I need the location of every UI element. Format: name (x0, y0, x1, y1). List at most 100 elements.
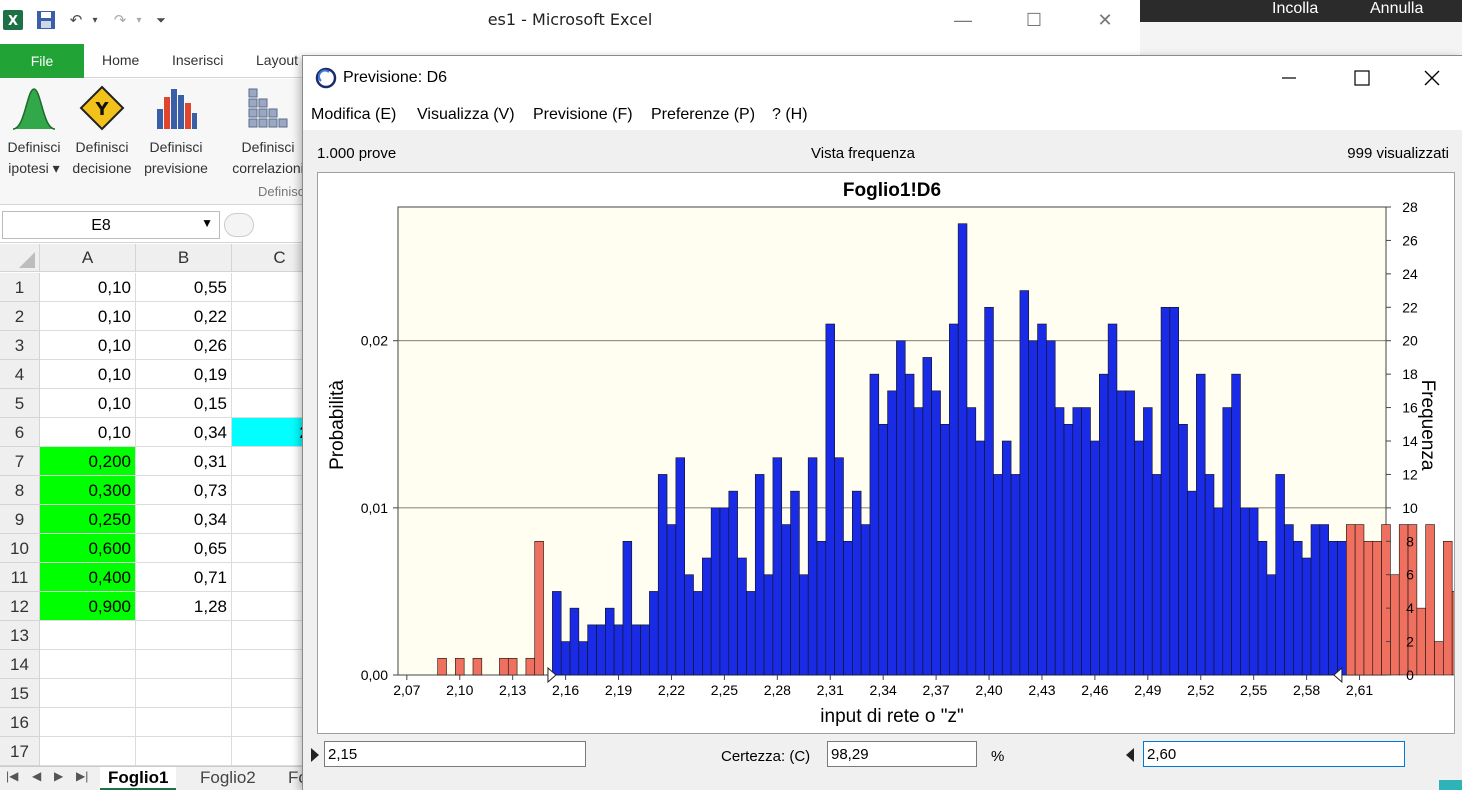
cell-a[interactable]: 0,10 (40, 360, 136, 389)
cell-b[interactable]: 0,73 (136, 476, 232, 505)
last-sheet-icon[interactable]: ▶| (76, 769, 89, 783)
cell-a[interactable]: 0,900 (40, 592, 136, 621)
row-header[interactable]: 16 (0, 708, 40, 737)
cell-b[interactable] (136, 737, 232, 766)
row-header[interactable]: 14 (0, 650, 40, 679)
chevron-down-icon[interactable]: ▼ (201, 216, 213, 230)
cell-b[interactable]: 0,71 (136, 563, 232, 592)
row-header[interactable]: 11 (0, 563, 40, 592)
select-all-corner[interactable] (0, 244, 40, 272)
excel-close-icon[interactable]: ✕ (1097, 10, 1113, 30)
save-icon[interactable] (34, 9, 58, 31)
row-header[interactable]: 12 (0, 592, 40, 621)
row-header[interactable]: 8 (0, 476, 40, 505)
undo-dropdown-icon[interactable]: ▾ (92, 14, 98, 26)
excel-minimize-icon[interactable]: — (954, 10, 972, 30)
cell-b[interactable] (136, 708, 232, 737)
row-header[interactable]: 15 (0, 679, 40, 708)
define-decision-button[interactable]: Y Definisci decisione (70, 83, 134, 179)
formula-handle-icon[interactable] (224, 213, 254, 237)
lower-grabber-icon[interactable] (311, 748, 319, 762)
cell-a[interactable]: 0,400 (40, 563, 136, 592)
cell-a[interactable]: 0,10 (40, 302, 136, 331)
lower-bound-input[interactable] (324, 741, 586, 767)
undo-icon[interactable]: ↶ (69, 12, 83, 29)
cell-a[interactable] (40, 650, 136, 679)
cell-b[interactable]: 1,28 (136, 592, 232, 621)
y-right-tick-label: 10 (1402, 500, 1418, 516)
tab-file[interactable]: File (0, 44, 84, 78)
cell-b[interactable]: 0,55 (136, 273, 232, 302)
tab-home[interactable]: Home (102, 52, 140, 68)
customize-qat-icon[interactable]: ⏷ (156, 12, 166, 27)
dialog-minimize-icon[interactable] (1267, 62, 1311, 94)
cell-b[interactable]: 0,15 (136, 389, 232, 418)
cell-a[interactable]: 0,250 (40, 505, 136, 534)
certainty-input[interactable] (827, 741, 977, 767)
cell-a[interactable] (40, 621, 136, 650)
prev-sheet-icon[interactable]: ◀ (32, 769, 42, 783)
dialog-close-icon[interactable] (1410, 62, 1454, 94)
cell-a[interactable] (40, 737, 136, 766)
menu-forecast[interactable]: Previsione (F) (533, 106, 633, 123)
cell-a[interactable]: 0,10 (40, 331, 136, 360)
y-right-tick-label: 26 (1402, 232, 1418, 248)
upper-grabber-icon[interactable] (1126, 748, 1134, 762)
column-header-a[interactable]: A (40, 244, 136, 272)
paste-button[interactable]: Incolla (1272, 0, 1319, 17)
menu-preferences[interactable]: Preferenze (P) (651, 106, 756, 123)
cell-b[interactable]: 0,34 (136, 505, 232, 534)
row-header[interactable]: 9 (0, 505, 40, 534)
sheet-tab-foglio2[interactable]: Foglio2 (200, 768, 256, 787)
column-header-b[interactable]: B (136, 244, 232, 272)
dialog-maximize-icon[interactable] (1339, 62, 1383, 94)
cancel-button[interactable]: Annulla (1370, 0, 1424, 17)
row-header[interactable]: 2 (0, 302, 40, 331)
excel-maximize-icon[interactable]: ☐ (1025, 10, 1043, 30)
row-header[interactable]: 7 (0, 447, 40, 476)
menu-view[interactable]: Visualizza (V) (417, 106, 515, 123)
define-forecast-button[interactable]: Definisci previsione (144, 83, 208, 179)
cell-a[interactable]: 0,200 (40, 447, 136, 476)
row-header[interactable]: 1 (0, 273, 40, 302)
define-assumption-button[interactable]: Definisci ipotesi ▾ (2, 83, 66, 179)
cell-a[interactable]: 0,10 (40, 389, 136, 418)
next-sheet-icon[interactable]: ▶ (54, 769, 64, 783)
sheet-tab-foglio1[interactable]: Foglio1 (100, 767, 177, 790)
cell-a[interactable]: 0,10 (40, 418, 136, 447)
histogram-bar (1390, 574, 1400, 676)
first-sheet-icon[interactable]: |◀ (6, 769, 19, 783)
cell-b[interactable]: 0,65 (136, 534, 232, 563)
tab-layout[interactable]: Layout (256, 52, 299, 68)
menu-edit[interactable]: Modifica (E) (311, 106, 397, 123)
histogram-bar (816, 540, 827, 676)
row-header[interactable]: 10 (0, 534, 40, 563)
histogram-bar (746, 591, 756, 676)
cell-b[interactable] (136, 621, 232, 650)
row-header[interactable]: 13 (0, 621, 40, 650)
upper-bound-input[interactable] (1143, 741, 1405, 767)
redo-dropdown-icon[interactable]: ▾ (136, 14, 142, 26)
cell-b[interactable]: 0,26 (136, 331, 232, 360)
menu-help[interactable]: ? (H) (772, 106, 808, 123)
tab-insert[interactable]: Inserisci (172, 52, 224, 68)
cell-a[interactable] (40, 708, 136, 737)
redo-icon[interactable]: ↷ (113, 12, 127, 29)
cell-a[interactable]: 0,300 (40, 476, 136, 505)
cell-b[interactable]: 0,34 (136, 418, 232, 447)
cell-a[interactable] (40, 679, 136, 708)
define-correlations-button[interactable]: Definisci correlazioni (228, 83, 308, 179)
row-header[interactable]: 17 (0, 737, 40, 766)
name-box[interactable]: E8 ▼ (2, 211, 220, 239)
row-header[interactable]: 6 (0, 418, 40, 447)
cell-a[interactable]: 0,10 (40, 273, 136, 302)
row-header[interactable]: 4 (0, 360, 40, 389)
cell-b[interactable] (136, 679, 232, 708)
cell-b[interactable]: 0,19 (136, 360, 232, 389)
cell-b[interactable]: 0,22 (136, 302, 232, 331)
cell-a[interactable]: 0,600 (40, 534, 136, 563)
row-header[interactable]: 3 (0, 331, 40, 360)
cell-b[interactable] (136, 650, 232, 679)
row-header[interactable]: 5 (0, 389, 40, 418)
cell-b[interactable]: 0,31 (136, 447, 232, 476)
